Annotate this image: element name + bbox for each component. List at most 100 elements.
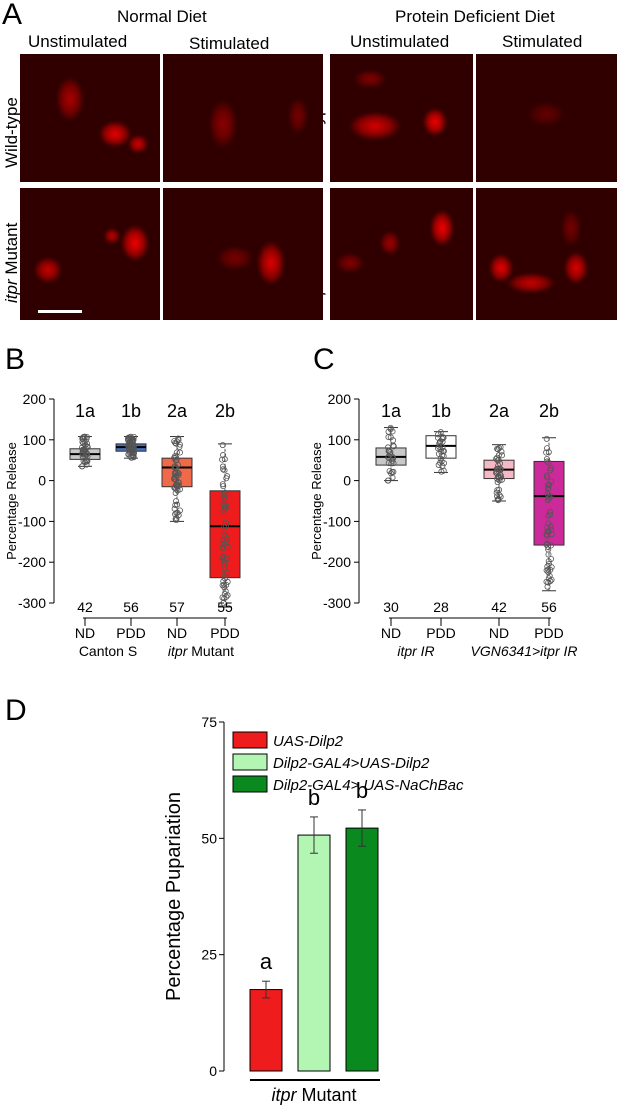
condition-header-stimulated-nd: Stimulated bbox=[189, 34, 270, 53]
significance-letter: 2a bbox=[489, 401, 510, 421]
data-point bbox=[224, 555, 231, 562]
data-point bbox=[176, 441, 183, 448]
data-point bbox=[545, 459, 552, 466]
data-point bbox=[543, 541, 550, 548]
data-point bbox=[221, 581, 228, 588]
significance-letter: 1a bbox=[75, 401, 96, 421]
data-point bbox=[544, 445, 551, 452]
micrograph-tile bbox=[20, 188, 160, 320]
data-point bbox=[221, 505, 228, 512]
data-point bbox=[545, 520, 552, 527]
panel-label-a: A bbox=[2, 0, 23, 31]
micrograph-image bbox=[330, 188, 473, 320]
data-point bbox=[79, 435, 86, 442]
legend-label: Dilp2-GAL4>UAS-Dilp2 bbox=[273, 755, 430, 772]
significance-letter: a bbox=[260, 949, 273, 974]
data-point bbox=[440, 460, 447, 467]
data-point bbox=[544, 583, 551, 590]
data-point bbox=[494, 487, 501, 494]
legend-swatch bbox=[232, 731, 268, 749]
y-tick-label: -200 bbox=[323, 554, 351, 570]
data-point bbox=[437, 455, 444, 462]
data-point bbox=[439, 438, 446, 445]
y-tick-label: 0 bbox=[209, 1063, 217, 1079]
fluorescent-cell bbox=[217, 246, 253, 270]
data-point bbox=[224, 473, 231, 480]
data-point bbox=[497, 444, 504, 451]
data-point bbox=[175, 435, 182, 442]
scale-bar bbox=[38, 310, 82, 313]
condition-header-unstimulated-nd: Unstimulated bbox=[28, 32, 128, 51]
data-point bbox=[546, 481, 553, 488]
diet-header-normal: Normal Diet bbox=[117, 7, 207, 26]
legend-label: Dilp2-GAL4> UAS-NaChBac bbox=[273, 777, 464, 794]
data-point bbox=[220, 466, 227, 473]
fluorescent-cell bbox=[380, 231, 400, 255]
data-point bbox=[174, 481, 181, 488]
tissue-background bbox=[20, 54, 160, 182]
fluorescent-cell bbox=[99, 121, 131, 147]
data-point bbox=[498, 452, 505, 459]
data-point bbox=[497, 467, 504, 474]
data-point bbox=[543, 472, 550, 479]
data-point bbox=[219, 481, 226, 488]
data-point bbox=[173, 517, 180, 524]
data-point bbox=[389, 428, 396, 435]
data-point bbox=[130, 453, 137, 460]
data-point bbox=[224, 539, 231, 546]
legend-swatch bbox=[232, 753, 268, 771]
sample-size: 56 bbox=[541, 599, 557, 615]
y-tick-label: 200 bbox=[23, 391, 47, 407]
y-tick-label: 200 bbox=[328, 391, 352, 407]
data-point bbox=[223, 581, 230, 588]
data-point bbox=[498, 474, 505, 481]
significance-letter: 1b bbox=[431, 401, 451, 421]
y-tick-label: 50 bbox=[201, 830, 217, 846]
data-point bbox=[544, 458, 551, 465]
significance-letter: 2b bbox=[215, 401, 235, 421]
data-point bbox=[435, 431, 442, 438]
data-point bbox=[545, 551, 552, 558]
fluorescent-cell bbox=[34, 257, 62, 283]
fluorescent-cell bbox=[423, 108, 447, 136]
data-point bbox=[176, 443, 183, 450]
data-point bbox=[543, 435, 550, 442]
panel-label-c: C bbox=[313, 343, 335, 376]
sample-size: 28 bbox=[433, 599, 449, 615]
data-point bbox=[390, 455, 397, 462]
data-point bbox=[219, 456, 226, 463]
category-label: PDD bbox=[210, 625, 240, 641]
y-tick-label: 100 bbox=[328, 432, 352, 448]
data-point bbox=[493, 489, 500, 496]
data-point bbox=[83, 457, 90, 464]
fluorescent-cell bbox=[507, 273, 555, 293]
data-point bbox=[222, 519, 229, 526]
data-point bbox=[545, 558, 552, 565]
fluorescent-cell bbox=[561, 210, 581, 246]
data-point bbox=[388, 470, 395, 477]
micrograph-image bbox=[330, 54, 473, 182]
y-tick-label: -300 bbox=[323, 595, 351, 611]
legend-swatch bbox=[232, 775, 268, 793]
data-point bbox=[543, 449, 550, 456]
micrograph-image bbox=[163, 188, 323, 320]
data-point bbox=[173, 486, 180, 493]
data-point bbox=[125, 435, 132, 442]
data-point bbox=[79, 463, 86, 470]
data-point bbox=[220, 507, 227, 514]
significance-letter: 1a bbox=[381, 401, 402, 421]
data-point bbox=[494, 445, 501, 452]
data-point bbox=[385, 460, 392, 467]
data-point bbox=[172, 457, 179, 464]
fluorescent-cell bbox=[128, 135, 148, 153]
micrograph-image bbox=[163, 54, 323, 182]
micrograph-tile bbox=[20, 54, 160, 182]
micrograph-tile bbox=[163, 54, 323, 182]
data-point bbox=[223, 522, 230, 529]
chart-panel-d: 0 25 50 75 Percentage Pupariation a UAS-Dilp2 b… bbox=[163, 714, 464, 1105]
fluorescent-cell bbox=[336, 253, 364, 273]
data-point bbox=[128, 444, 135, 451]
data-point bbox=[385, 477, 392, 484]
y-axis-label: Percentage Release bbox=[4, 442, 19, 560]
